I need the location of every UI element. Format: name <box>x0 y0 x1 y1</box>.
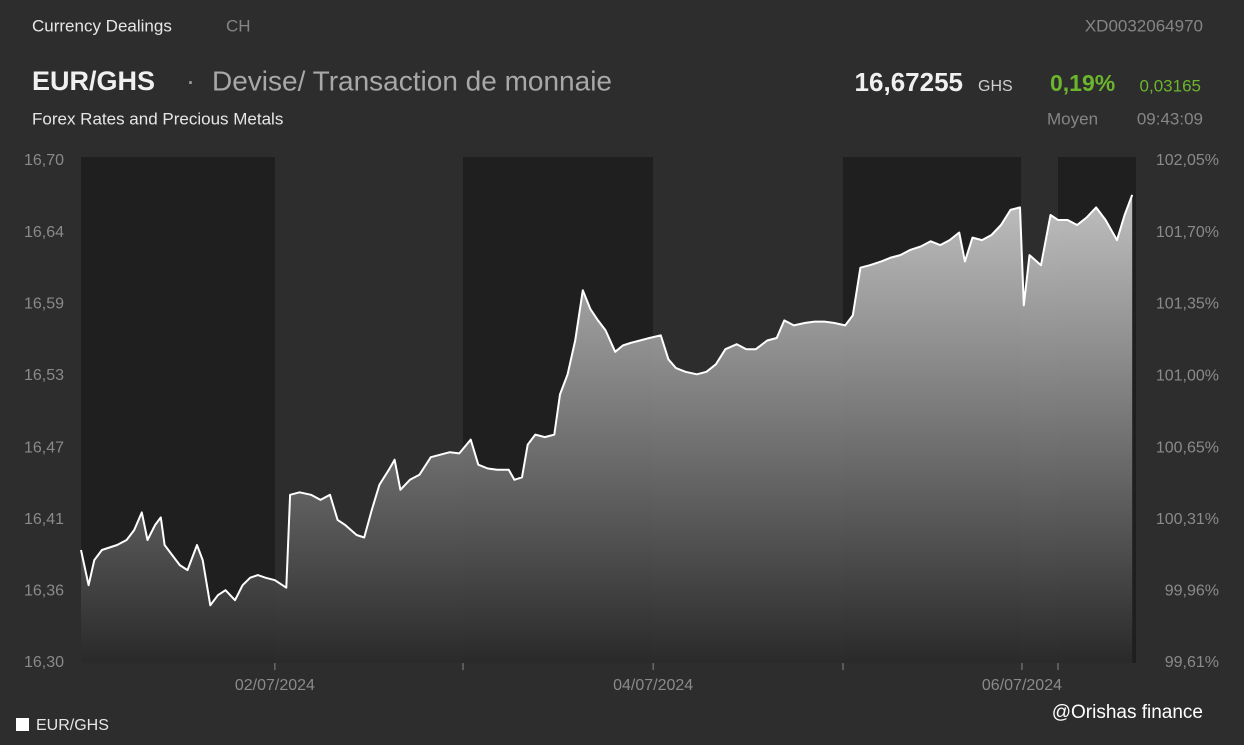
y2-tick-label: 100,65% <box>1156 439 1219 456</box>
y2-tick-label: 99,96% <box>1165 582 1219 599</box>
isin: XD0032064970 <box>1085 16 1203 35</box>
legend-label: EUR/GHS <box>36 717 109 734</box>
y2-tick-label: 101,00% <box>1156 367 1219 384</box>
y-tick-label: 16,59 <box>24 295 64 312</box>
y2-tick-label: 100,31% <box>1156 511 1219 528</box>
y-tick-label: 16,53 <box>24 367 64 384</box>
region: CH <box>226 16 251 35</box>
x-tick-label: 04/07/2024 <box>613 677 693 694</box>
y-tick-label: 16,30 <box>24 654 64 671</box>
y2-tick-label: 102,05% <box>1156 152 1219 169</box>
y2-tick-label: 101,70% <box>1156 224 1219 241</box>
category: Currency Dealings <box>32 16 172 35</box>
watermark: @Orishas finance <box>1052 702 1203 723</box>
y2-tick-label: 99,61% <box>1165 654 1219 671</box>
price: 16,67255 <box>855 67 963 97</box>
change-abs: 0,03165 <box>1140 76 1201 95</box>
separator: · <box>186 66 195 96</box>
change-pct: 0,19% <box>1050 70 1115 96</box>
price-line <box>80 194 1134 607</box>
y-tick-label: 16,36 <box>24 583 64 600</box>
time: 09:43:09 <box>1137 109 1203 128</box>
description: Devise/ Transaction de monnaie <box>212 65 612 96</box>
pair: EUR/GHS <box>32 66 155 96</box>
y-tick-label: 16,64 <box>24 224 64 241</box>
y-tick-label: 16,41 <box>24 511 64 528</box>
x-tick-label: 02/07/2024 <box>235 677 315 694</box>
subtitle: Forex Rates and Precious Metals <box>32 109 283 128</box>
y2-tick-label: 101,35% <box>1156 296 1219 313</box>
legend-swatch <box>16 718 29 731</box>
y-tick-label: 16,70 <box>24 152 64 169</box>
area-fill <box>81 194 1133 663</box>
y-tick-label: 16,47 <box>24 440 64 457</box>
x-tick-label: 06/07/2024 <box>982 677 1062 694</box>
currency: GHS <box>978 78 1013 95</box>
price-type: Moyen <box>1047 109 1098 128</box>
